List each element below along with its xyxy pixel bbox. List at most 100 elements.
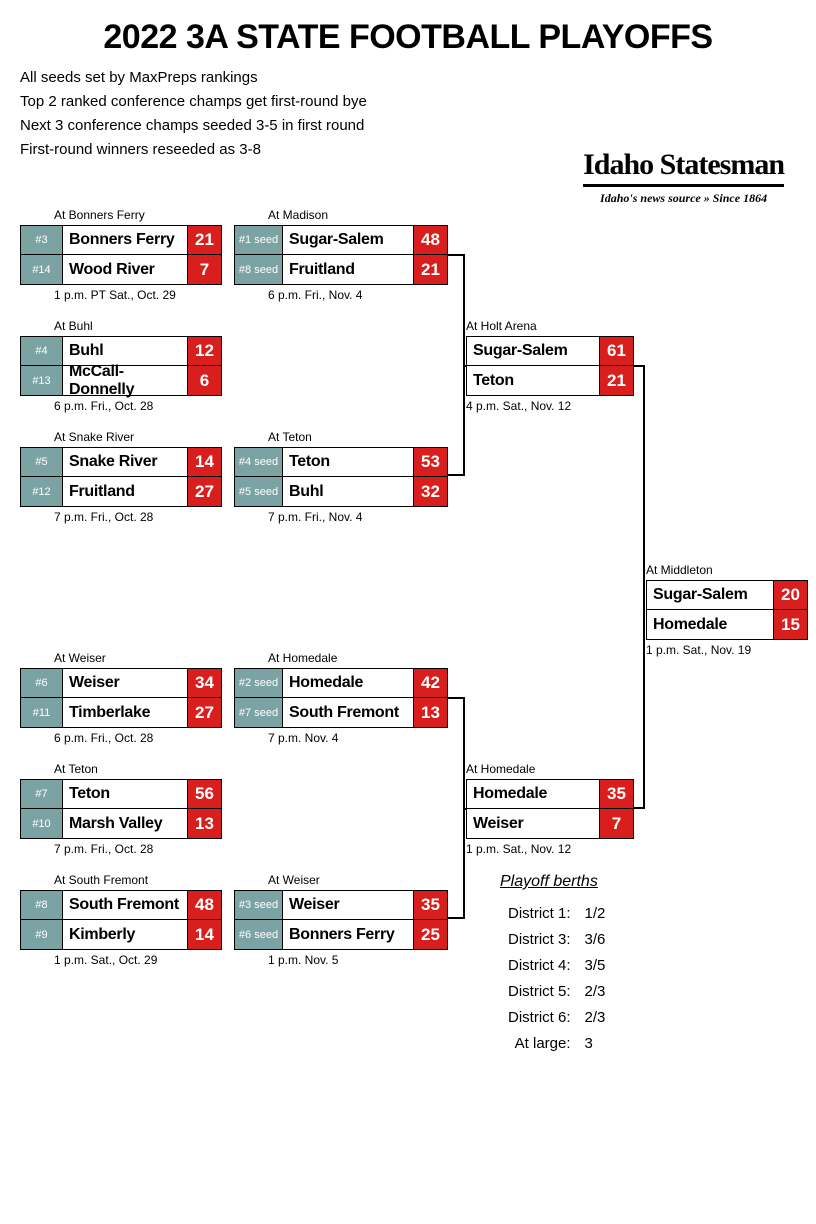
team-name: Weiser — [63, 669, 187, 697]
team-name: Teton — [63, 780, 187, 808]
game-datetime: 1 p.m. Sat., Nov. 12 — [466, 842, 634, 856]
team-score: 7 — [599, 809, 633, 838]
table-row: District 5:2/3 — [502, 980, 611, 1004]
seed-badge: #12 — [21, 477, 63, 506]
bracket-line — [465, 808, 466, 810]
team-score: 56 — [187, 780, 221, 808]
game-r1g2: At Buhl #4Buhl12 #13McCall-Donnelly6 6 p… — [20, 319, 222, 413]
team-score: 35 — [413, 891, 447, 919]
team-name: McCall-Donnelly — [63, 366, 187, 395]
team-name: Homedale — [467, 780, 599, 808]
game-r1g4: At Weiser #6Weiser34 #11Timberlake27 6 p… — [20, 651, 222, 745]
game-r1g1: At Bonners Ferry #3Bonners Ferry21 #14Wo… — [20, 208, 222, 302]
table-row: District 1:1/2 — [502, 902, 611, 926]
game-q2: At Teton #4 seedTeton53 #5 seedBuhl32 7 … — [234, 430, 448, 524]
team-name: Homedale — [647, 610, 773, 639]
berths-value: 2/3 — [579, 1006, 612, 1030]
seed-badge: #6 seed — [235, 920, 283, 949]
team-score: 32 — [413, 477, 447, 506]
team-name: Fruitland — [63, 477, 187, 506]
note-line: Top 2 ranked conference champs get first… — [20, 90, 367, 114]
game-location: At Buhl — [54, 319, 222, 333]
game-location: At Teton — [268, 430, 448, 444]
team-name: Buhl — [283, 477, 413, 506]
bracket-line — [634, 365, 645, 809]
team-name: Timberlake — [63, 698, 187, 727]
game-datetime: 1 p.m. PT Sat., Oct. 29 — [54, 288, 222, 302]
team-score: 14 — [187, 920, 221, 949]
team-score: 27 — [187, 698, 221, 727]
berths-label: District 3: — [502, 928, 577, 952]
berths-value: 1/2 — [579, 902, 612, 926]
team-score: 48 — [413, 226, 447, 254]
game-q3: At Homedale #2 seedHomedale42 #7 seedSou… — [234, 651, 448, 745]
game-s1: At Holt Arena Sugar-Salem61 Teton21 4 p.… — [466, 319, 634, 413]
game-q1: At Madison #1 seedSugar-Salem48 #8 seedF… — [234, 208, 448, 302]
berths-label: At large: — [502, 1032, 577, 1056]
team-score: 20 — [773, 581, 807, 609]
table-row: District 3:3/6 — [502, 928, 611, 952]
seed-badge: #11 — [21, 698, 63, 727]
game-datetime: 4 p.m. Sat., Nov. 12 — [466, 399, 634, 413]
game-location: At Snake River — [54, 430, 222, 444]
note-line: Next 3 conference champs seeded 3-5 in f… — [20, 114, 367, 138]
notes-block: All seeds set by MaxPreps rankings Top 2… — [20, 66, 367, 162]
seed-badge: #1 seed — [235, 226, 283, 254]
game-location: At Weiser — [54, 651, 222, 665]
note-line: All seeds set by MaxPreps rankings — [20, 66, 367, 90]
seed-badge: #5 seed — [235, 477, 283, 506]
game-datetime: 1 p.m. Sat., Nov. 19 — [646, 643, 808, 657]
team-score: 48 — [187, 891, 221, 919]
game-datetime: 7 p.m. Fri., Nov. 4 — [268, 510, 448, 524]
team-name: Teton — [283, 448, 413, 476]
game-location: At Middleton — [646, 563, 808, 577]
game-final: At Middleton Sugar-Salem20 Homedale15 1 … — [646, 563, 808, 657]
team-name: Weiser — [283, 891, 413, 919]
team-name: Sugar-Salem — [467, 337, 599, 365]
team-score: 21 — [187, 226, 221, 254]
game-location: At Homedale — [466, 762, 634, 776]
note-line: First-round winners reseeded as 3-8 — [20, 138, 367, 162]
team-score: 6 — [187, 366, 221, 395]
game-datetime: 1 p.m. Nov. 5 — [268, 953, 448, 967]
team-score: 53 — [413, 448, 447, 476]
game-datetime: 7 p.m. Fri., Oct. 28 — [54, 842, 222, 856]
berths-label: District 4: — [502, 954, 577, 978]
seed-badge: #4 seed — [235, 448, 283, 476]
team-name: Buhl — [63, 337, 187, 365]
game-location: At Holt Arena — [466, 319, 634, 333]
seed-badge: #9 — [21, 920, 63, 949]
game-location: At Weiser — [268, 873, 448, 887]
team-name: Bonners Ferry — [63, 226, 187, 254]
game-s2: At Homedale Homedale35 Weiser7 1 p.m. Sa… — [466, 762, 634, 856]
bracket-line — [465, 365, 466, 367]
game-location: At Homedale — [268, 651, 448, 665]
team-score: 13 — [413, 698, 447, 727]
brand-block: Idaho Statesman Idaho's news source » Si… — [583, 148, 784, 206]
game-datetime: 6 p.m. Fri., Nov. 4 — [268, 288, 448, 302]
team-name: Snake River — [63, 448, 187, 476]
playoff-berths: Playoff berths District 1:1/2 District 3… — [500, 870, 613, 1058]
team-name: Marsh Valley — [63, 809, 187, 838]
team-score: 35 — [599, 780, 633, 808]
berths-value: 3/5 — [579, 954, 612, 978]
seed-badge: #8 seed — [235, 255, 283, 284]
seed-badge: #7 — [21, 780, 63, 808]
team-score: 15 — [773, 610, 807, 639]
table-row: At large:3 — [502, 1032, 611, 1056]
seed-badge: #6 — [21, 669, 63, 697]
berths-label: District 6: — [502, 1006, 577, 1030]
seed-badge: #3 seed — [235, 891, 283, 919]
page-title: 2022 3A STATE FOOTBALL PLAYOFFS — [0, 0, 816, 57]
berths-value: 2/3 — [579, 980, 612, 1004]
game-datetime: 7 p.m. Nov. 4 — [268, 731, 448, 745]
team-name: Weiser — [467, 809, 599, 838]
game-location: At Bonners Ferry — [54, 208, 222, 222]
game-q4: At Weiser #3 seedWeiser35 #6 seedBonners… — [234, 873, 448, 967]
team-name: Fruitland — [283, 255, 413, 284]
team-score: 21 — [599, 366, 633, 395]
team-score: 14 — [187, 448, 221, 476]
game-datetime: 6 p.m. Fri., Oct. 28 — [54, 731, 222, 745]
game-datetime: 1 p.m. Sat., Oct. 29 — [54, 953, 222, 967]
team-name: Bonners Ferry — [283, 920, 413, 949]
